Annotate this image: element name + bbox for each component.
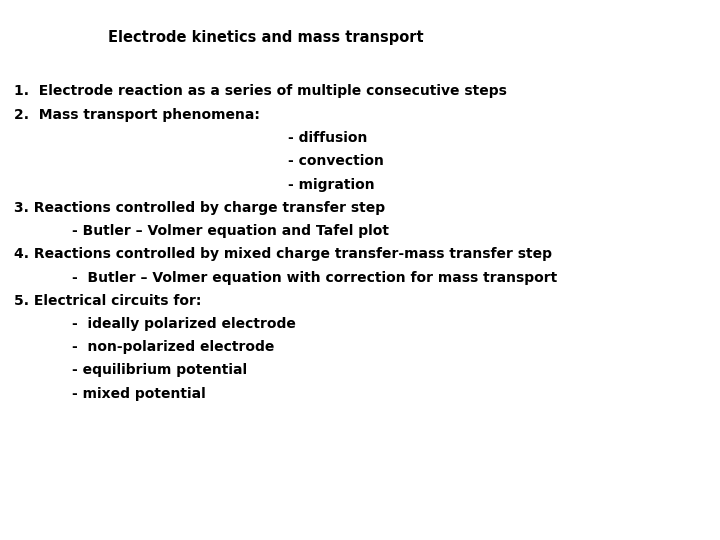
- Text: - convection: - convection: [288, 154, 384, 168]
- Text: -  Butler – Volmer equation with correction for mass transport: - Butler – Volmer equation with correcti…: [72, 271, 557, 285]
- Text: 5. Electrical circuits for:: 5. Electrical circuits for:: [14, 294, 202, 308]
- Text: - Butler – Volmer equation and Tafel plot: - Butler – Volmer equation and Tafel plo…: [72, 224, 389, 238]
- Text: 4. Reactions controlled by mixed charge transfer-mass transfer step: 4. Reactions controlled by mixed charge …: [14, 247, 552, 261]
- Text: - diffusion: - diffusion: [288, 131, 367, 145]
- Text: - mixed potential: - mixed potential: [72, 387, 206, 401]
- Text: 2.  Mass transport phenomena:: 2. Mass transport phenomena:: [14, 108, 260, 122]
- Text: Electrode kinetics and mass transport: Electrode kinetics and mass transport: [108, 30, 423, 45]
- Text: 3. Reactions controlled by charge transfer step: 3. Reactions controlled by charge transf…: [14, 201, 385, 215]
- Text: -  non-polarized electrode: - non-polarized electrode: [72, 340, 274, 354]
- Text: - migration: - migration: [288, 178, 374, 192]
- Text: -  ideally polarized electrode: - ideally polarized electrode: [72, 317, 296, 331]
- Text: - equilibrium potential: - equilibrium potential: [72, 363, 247, 377]
- Text: 1.  Electrode reaction as a series of multiple consecutive steps: 1. Electrode reaction as a series of mul…: [14, 84, 508, 98]
